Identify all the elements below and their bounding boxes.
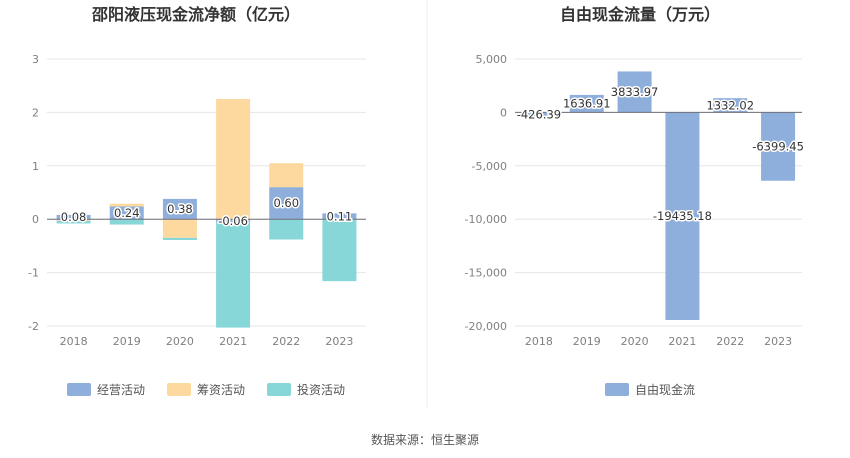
legend-swatch <box>605 383 629 396</box>
bar <box>56 220 91 224</box>
x-tick-label: 2020 <box>621 335 649 348</box>
bar <box>761 112 796 181</box>
data-label: 1636.91 <box>563 97 611 111</box>
data-label: 1332.02 <box>706 98 754 112</box>
data-label: 0.38 <box>167 202 193 216</box>
y-tick-label: 2 <box>32 106 39 119</box>
data-label: 0.11 <box>327 209 353 223</box>
bar <box>109 203 144 207</box>
bar <box>56 214 91 220</box>
data-label: 0.24 <box>114 206 140 220</box>
y-tick-label: -15,000 <box>465 267 507 280</box>
data-label: -19435.18 <box>653 209 712 223</box>
y-tick-label: 3 <box>32 53 39 66</box>
bar <box>216 219 251 223</box>
y-tick-label: 0 <box>500 106 507 119</box>
x-tick-label: 2021 <box>219 335 247 348</box>
left-chart-title: 邵阳液压现金流净额（亿元） <box>91 5 300 24</box>
y-tick-label: 1 <box>32 160 39 173</box>
y-tick-label: -20,000 <box>465 320 507 333</box>
bar <box>269 187 304 220</box>
bar <box>665 112 700 320</box>
y-tick-label: -2 <box>28 320 39 333</box>
right-chart-title: 自由现金流量（万元） <box>560 5 720 24</box>
bar <box>269 219 304 240</box>
legend-label: 投资活动 <box>297 382 345 397</box>
x-tick-label: 2019 <box>573 335 601 348</box>
bar <box>269 163 304 188</box>
data-label: -426.39 <box>517 108 561 122</box>
legend-label: 筹资活动 <box>197 383 245 397</box>
legend-swatch <box>167 383 191 396</box>
x-tick-label: 2023 <box>325 335 353 348</box>
y-tick-label: 5,000 <box>476 53 508 66</box>
x-tick-label: 2018 <box>60 335 88 348</box>
data-label: 0.08 <box>61 210 87 224</box>
y-tick-label: -10,000 <box>465 213 507 226</box>
bar <box>216 222 251 328</box>
data-label: -6399.45 <box>752 140 804 154</box>
bar <box>713 98 748 113</box>
bar <box>162 237 197 241</box>
legend-swatch <box>267 383 291 396</box>
x-tick-label: 2018 <box>525 335 553 348</box>
bar <box>109 206 144 220</box>
y-tick-label: -5,000 <box>472 160 507 173</box>
source-label: 数据来源：恒生聚源 <box>371 432 479 447</box>
data-label: -0.06 <box>218 214 248 228</box>
bar <box>322 219 357 282</box>
x-tick-label: 2022 <box>272 335 300 348</box>
bar <box>521 112 556 117</box>
bar <box>216 99 251 220</box>
y-tick-label: 0 <box>32 213 39 226</box>
x-tick-label: 2020 <box>166 335 194 348</box>
data-label: 3833.97 <box>611 85 659 99</box>
legend-label: 经营活动 <box>97 383 145 397</box>
bar <box>109 219 144 225</box>
bar <box>569 94 604 113</box>
legend-swatch <box>67 383 91 396</box>
left-chart: -2 -1 0 1 2 3 0.08 0.24 0.38 -0.06 0.60 0.11 2018 201… <box>28 53 366 397</box>
x-tick-label: 2021 <box>668 335 696 348</box>
legend-label: 自由现金流 <box>635 382 695 397</box>
bar <box>322 213 357 220</box>
data-label: 0.60 <box>273 196 299 210</box>
y-tick-label: -1 <box>28 267 39 280</box>
bar <box>162 219 197 238</box>
x-tick-label: 2019 <box>113 335 141 348</box>
bar <box>617 71 652 113</box>
bar <box>56 219 91 221</box>
bar <box>162 198 197 220</box>
right-chart: -20,000 -15,000 -10,000 -5,000 0 5,000 -426.39… <box>465 53 806 397</box>
x-tick-label: 2022 <box>716 335 744 348</box>
x-tick-label: 2023 <box>764 335 792 348</box>
